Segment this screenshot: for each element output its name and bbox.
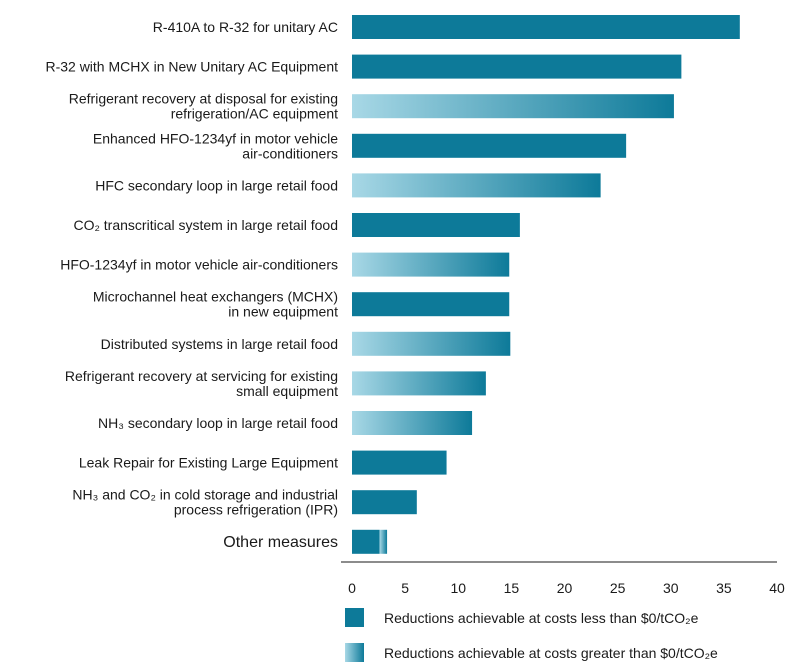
x-tick-label: 20 (557, 580, 573, 596)
category-label: Leak Repair for Existing Large Equipment (79, 455, 338, 471)
bar-distributed-systems-in-large-retail-food-above-zero-cost (352, 331, 511, 356)
x-axis: 0 5 10 15 20 25 30 35 40 (341, 561, 785, 596)
bar-other-measures-below-zero-cost (352, 529, 380, 554)
category-label: HFC secondary loop in large retail food (95, 177, 338, 193)
bar-leak-repair-for-existing-large-equipment-below-zero-cost (352, 450, 447, 475)
bars-layer (352, 15, 740, 554)
category-label: NH₃ and CO₂ in cold storage and industri… (72, 487, 338, 518)
x-tick-label: 40 (769, 580, 785, 596)
x-tick-label: 35 (716, 580, 732, 596)
x-tick-label: 15 (504, 580, 520, 596)
x-tick-label: 10 (450, 580, 466, 596)
category-label: Refrigerant recovery at servicing for ex… (65, 368, 338, 399)
legend-label: Reductions achievable at costs less than… (384, 610, 699, 626)
bar-r-32-with-mchx-in-new-unitary-ac-equipment-below-zero-cost (352, 54, 682, 79)
x-tick-label: 25 (610, 580, 626, 596)
category-label: Other measures (223, 534, 338, 551)
legend-swatch (345, 608, 364, 627)
legend-item-below-zero-cost: Reductions achievable at costs less than… (345, 608, 699, 627)
category-label: R-410A to R-32 for unitary AC (153, 19, 338, 35)
legend-label: Reductions achievable at costs greater t… (384, 645, 718, 661)
bar-nh-secondary-loop-in-large-retail-food-above-zero-cost (352, 411, 473, 435)
category-label: CO₂ transcritical system in large retail… (73, 217, 338, 233)
category-label: Distributed systems in large retail food (101, 336, 338, 352)
x-tick-label: 0 (348, 580, 356, 596)
bar-other-measures-above-zero-cost (379, 529, 388, 554)
legend: Reductions achievable at costs less than… (345, 608, 718, 662)
category-label: R-32 with MCHX in New Unitary AC Equipme… (45, 59, 338, 75)
bar-hfo-1234yf-in-motor-vehicle-air-conditioners-above-zero-cost (352, 252, 510, 277)
bar-hfc-secondary-loop-in-large-retail-food-above-zero-cost (352, 173, 601, 198)
category-label: Microchannel heat exchangers (MCHX) in ne… (93, 289, 338, 320)
category-label: NH₃ secondary loop in large retail food (98, 415, 338, 431)
category-label: HFO-1234yf in motor vehicle air-conditio… (60, 257, 338, 273)
x-tick-label: 30 (663, 580, 679, 596)
legend-swatch (345, 643, 364, 662)
legend-item-above-zero-cost: Reductions achievable at costs greater t… (345, 643, 718, 662)
bar-microchannel-heat-exchangers-mchx-in-new-equipment-below-zero-cost (352, 292, 510, 317)
category-labels: R-410A to R-32 for unitary AC R-32 with M… (45, 19, 338, 551)
x-tick-label: 5 (401, 580, 409, 596)
bar-nh-and-co-in-cold-storage-and-industrial-process-refrigeration-ipr-below-zero-cost (352, 490, 417, 515)
category-label: Refrigerant recovery at disposal for exi… (69, 91, 338, 122)
bar-co-transcritical-system-in-large-retail-food-below-zero-cost (352, 213, 520, 237)
bar-refrigerant-recovery-at-disposal-for-existing-refrigeration-ac-equipment-above-zero-cost (352, 94, 674, 119)
bar-refrigerant-recovery-at-servicing-for-existing-small-equipment-above-zero-cost (352, 371, 486, 396)
category-label: Enhanced HFO-1234yf in motor vehicle air-… (93, 130, 338, 161)
bar-enhanced-hfo-1234yf-in-motor-vehicle-air-conditioners-below-zero-cost (352, 133, 627, 158)
bar-r-410a-to-r-32-for-unitary-ac-below-zero-cost (352, 15, 740, 39)
